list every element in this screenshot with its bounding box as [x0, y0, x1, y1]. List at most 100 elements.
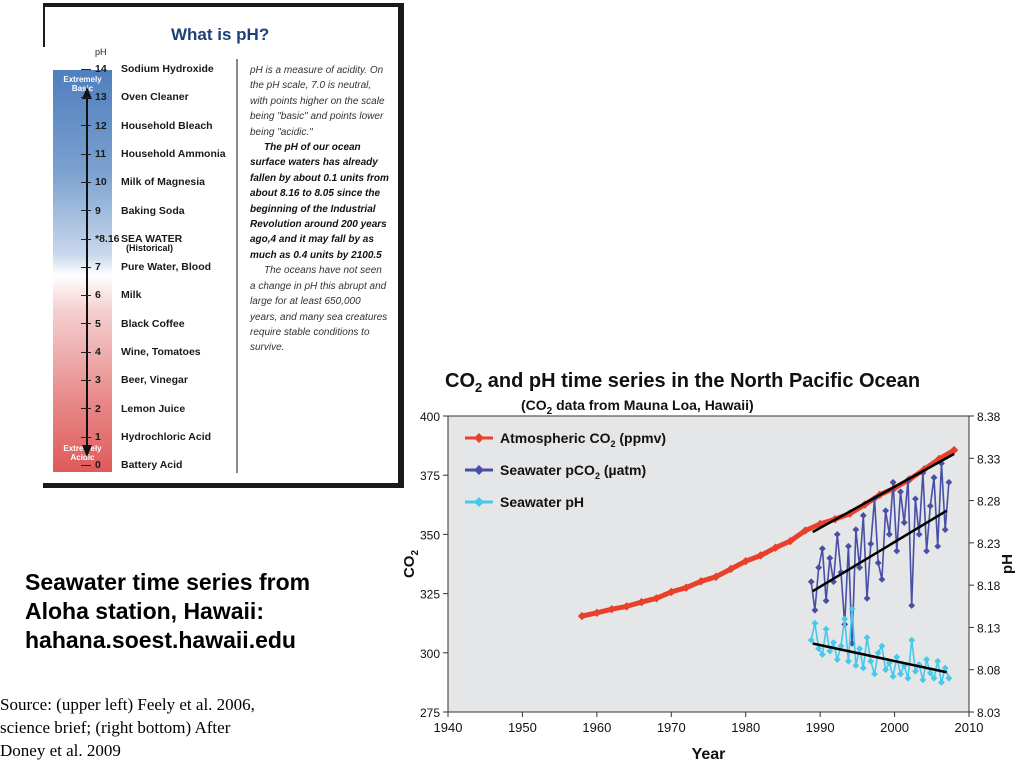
data-point	[930, 674, 938, 682]
ph-value: *8.16	[95, 232, 120, 245]
tick-mark	[81, 125, 91, 127]
ph-value: 10	[95, 176, 107, 189]
x-axis-label: Year	[692, 746, 726, 763]
data-point	[786, 536, 795, 546]
panel-divider	[236, 59, 238, 473]
y-right-tick-label: 8.18	[977, 579, 1001, 593]
ph-scale-row: 2 Lemon Juice	[81, 402, 185, 416]
ph-substance: Sodium Hydroxide	[121, 63, 214, 75]
tick-mark	[81, 153, 91, 155]
data-point	[826, 554, 834, 562]
seawater-caption: Seawater time series from Aloha station,…	[25, 568, 405, 655]
co2-ph-chart: CO2 and pH time series in the North Paci…	[401, 370, 1016, 763]
ph-scale-row: 13 Oven Cleaner	[81, 90, 189, 104]
data-point	[915, 531, 923, 538]
tick-mark	[81, 436, 91, 438]
data-point	[867, 540, 875, 548]
ph-value: 14	[95, 63, 107, 75]
data-point	[900, 519, 908, 526]
x-tick-label: 1970	[657, 720, 686, 735]
legend-label: Atmospheric CO2 (ppmv)	[500, 430, 666, 449]
ph-panel-title: What is pH?	[171, 25, 270, 44]
y-right-axis-label: pH	[999, 554, 1016, 574]
ph-substance: Lemon Juice	[121, 402, 186, 415]
tick-mark	[81, 181, 91, 183]
ph-scale-row: 9 Baking Soda	[81, 204, 185, 218]
data-point	[889, 673, 897, 680]
source-citation: Source: (upper left) Feely et al. 2006, …	[0, 693, 350, 762]
y-right-tick-label: 8.23	[977, 537, 1001, 551]
data-point	[856, 645, 863, 652]
data-point	[859, 512, 867, 519]
tick-mark	[81, 323, 91, 325]
ph-value: 1	[95, 430, 101, 443]
caption-line-3: hahana.soest.hawaii.edu	[25, 627, 296, 653]
ph-value: 5	[95, 317, 101, 330]
y-left-tick-label: 400	[420, 410, 440, 424]
ph-substance: Oven Cleaner	[121, 91, 189, 104]
ph-scale-panel: What is pH? pH Extremely Basic Extremely…	[43, 3, 404, 488]
ph-column-header: pH	[95, 47, 107, 57]
ph-substance: Wine, Tomatoes	[121, 346, 201, 358]
ph-substance: Household Bleach	[121, 119, 213, 132]
ph-value: 9	[95, 204, 101, 217]
legend-label: Seawater pH	[500, 494, 584, 510]
data-point	[622, 602, 631, 611]
y-left-tick-label: 325	[420, 588, 440, 602]
data-point	[941, 664, 949, 672]
ph-value: 4	[95, 346, 101, 358]
ph-text-intro: pH is a measure of acidity. On the pH sc…	[250, 65, 385, 138]
data-point	[878, 575, 886, 583]
ph-scale-row: 5 Black Coffee	[81, 317, 185, 331]
double-arrow-icon	[82, 87, 92, 457]
ph-substance: Milk of Magnesia	[121, 176, 206, 189]
ph-value: 0	[95, 459, 101, 472]
data-point	[930, 474, 938, 481]
ph-scale-row: 10 Milk of Magnesia	[81, 175, 205, 189]
data-point	[871, 670, 878, 678]
x-tick-label: 1980	[731, 720, 760, 735]
y-left-tick-label: 375	[420, 469, 440, 483]
trend-line	[812, 452, 955, 534]
tick-mark	[81, 295, 91, 297]
data-point	[923, 656, 930, 663]
ph-scale-row: *8.16SEA WATER	[81, 232, 182, 246]
source-line-2: science brief; (right bottom) After	[0, 718, 231, 737]
tick-mark	[81, 97, 91, 99]
x-tick-label: 2010	[955, 720, 984, 735]
data-point	[923, 547, 930, 555]
ph-text-end: The oceans have not seen a change in pH …	[250, 265, 388, 354]
data-point	[807, 636, 815, 644]
ph-substance: Black Coffee	[121, 317, 185, 330]
y-left-tick-label: 300	[420, 647, 440, 661]
data-point	[949, 445, 959, 455]
y-left-tick-label: 350	[420, 528, 440, 542]
y-left-tick-label: 275	[420, 706, 440, 720]
data-point	[811, 619, 819, 627]
y-right-tick-label: 8.13	[977, 621, 1001, 635]
y-right-tick-label: 8.33	[977, 452, 1001, 466]
data-point	[908, 636, 916, 644]
data-point	[893, 653, 901, 661]
data-point	[863, 594, 871, 602]
data-point	[889, 478, 897, 486]
ph-scale-row: 3 Beer, Vinegar	[81, 373, 188, 387]
y-right-tick-label: 8.03	[977, 706, 1001, 720]
data-point	[935, 454, 944, 464]
legend-swatch-marker	[474, 497, 484, 507]
data-point	[897, 670, 904, 678]
y-right-tick-label: 8.38	[977, 410, 1001, 424]
legend-item: Seawater pH	[465, 494, 584, 510]
ph-scale-row: 4 Wine, Tomatoes	[81, 345, 201, 359]
data-point	[874, 649, 882, 657]
data-point	[852, 662, 860, 669]
ph-substance: Battery Acid	[121, 459, 183, 472]
ph-value: 7	[95, 261, 101, 274]
data-point	[696, 577, 706, 586]
ph-substance: Baking Soda	[121, 204, 185, 217]
data-point	[818, 545, 826, 553]
source-line-1: Source: (upper left) Feely et al. 2006,	[0, 695, 255, 714]
data-point	[874, 559, 882, 567]
data-point	[934, 542, 942, 550]
sea-water-historical-note: (Historical)	[126, 243, 174, 253]
